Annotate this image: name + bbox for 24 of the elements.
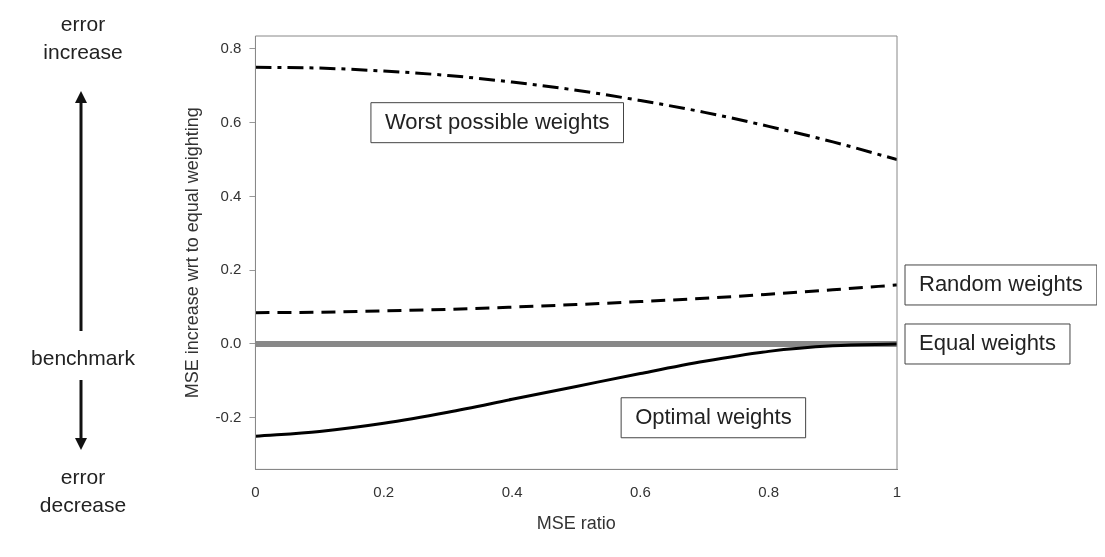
text: error decrease [38, 464, 128, 518]
y-tick-label: 0.4 [220, 186, 242, 204]
y-tick-label: 0.2 [220, 260, 242, 278]
line-series [255, 65, 897, 162]
y-tick-label: -0.2 [215, 407, 242, 425]
x-tick-label: 0.8 [758, 482, 780, 500]
text: error increase [42, 11, 124, 65]
series-label: Worst possible weights [384, 108, 610, 134]
x-axis-title: MSE ratio [536, 513, 616, 534]
x-tick-label: 0.6 [629, 482, 651, 500]
text: benchmark [30, 345, 136, 371]
line-series [255, 283, 897, 315]
series-label: Equal weights [919, 330, 1056, 356]
y-tick-label: 0.6 [220, 112, 242, 130]
y-tick-label: 0.8 [220, 39, 242, 57]
line-series [255, 342, 897, 438]
y-axis-title: MSE increase wrt to equal weighting [181, 107, 202, 399]
y-tick-label: 0.0 [220, 334, 242, 352]
x-tick-label: 1 [892, 482, 902, 500]
x-tick-label: 0.4 [501, 482, 523, 500]
x-tick-label: 0 [251, 482, 260, 500]
series-label: Random weights [919, 271, 1083, 297]
series-label: Optimal weights [635, 403, 792, 429]
x-tick-label: 0.2 [373, 482, 395, 500]
